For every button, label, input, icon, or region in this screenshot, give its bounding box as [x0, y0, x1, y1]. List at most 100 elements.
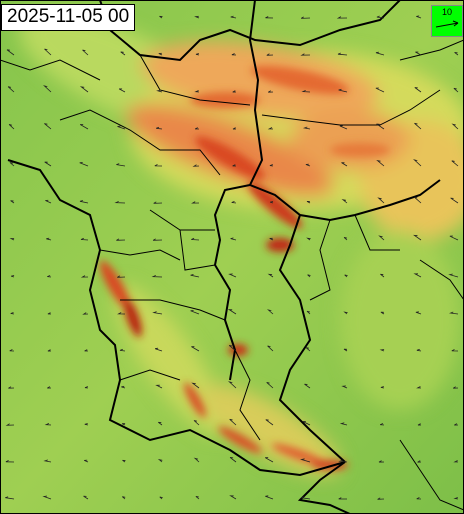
wind-arrow: [379, 349, 385, 352]
wind-arrow: [156, 89, 163, 93]
wind-arrow: [118, 88, 126, 93]
wind-arrow: [336, 16, 348, 19]
wind-arrow: [47, 275, 52, 278]
scale-box: 10: [431, 5, 463, 37]
wind-arrow: [79, 86, 89, 93]
wind-arrow: [154, 347, 163, 352]
wind-arrow: [5, 423, 15, 426]
wind-arrow: [47, 312, 51, 315]
wind-arrow: [306, 201, 311, 204]
wind-arrow: [9, 349, 15, 352]
wind-arrow: [339, 422, 348, 426]
wind-arrow: [414, 122, 422, 130]
wind-arrow: [300, 496, 311, 500]
wind-arrow: [416, 15, 422, 19]
wind-arrow: [414, 87, 422, 93]
wind-arrow: [451, 160, 459, 167]
wind-arrow: [229, 457, 237, 463]
wind-arrow: [193, 457, 200, 463]
wind-arrow: [413, 234, 422, 241]
wind-arrow: [229, 418, 237, 426]
wind-arrow: [344, 274, 348, 278]
wind-arrow: [343, 237, 348, 241]
wind-arrow: [343, 311, 348, 315]
wind-arrow: [8, 124, 15, 130]
wind-arrow: [302, 126, 311, 130]
wind-arrow: [121, 385, 126, 389]
wind-arrow: [300, 53, 311, 56]
wind-arrow: [265, 495, 274, 500]
wind-arrow: [230, 15, 237, 19]
wind-arrow: [44, 123, 52, 130]
wind-arrow: [376, 160, 385, 167]
wind-arrow: [377, 497, 385, 500]
wind-arrow: [265, 419, 274, 426]
wind-arrow: [415, 51, 422, 56]
scale-label: 10: [441, 7, 452, 17]
wind-arrow: [5, 496, 15, 500]
wind-arrow: [47, 349, 52, 352]
wind-arrow: [269, 164, 274, 167]
wind-arrow: [9, 238, 15, 241]
wind-arrow: [338, 459, 348, 463]
wind-arrow: [267, 273, 274, 278]
wind-arrow: [43, 459, 52, 463]
wind-arrow: [122, 496, 126, 500]
wind-arrow: [454, 423, 459, 426]
wind-arrow: [378, 460, 385, 463]
wind-arrow: [80, 237, 89, 241]
wind-arrow: [116, 163, 126, 167]
wind-arrow: [84, 423, 89, 426]
wind-arrow: [341, 199, 348, 204]
wind-arrow: [114, 200, 126, 204]
wind-arrow: [231, 53, 237, 56]
wind-arrow: [117, 312, 126, 315]
wind-arrow: [228, 273, 237, 278]
wind-arrow: [82, 49, 89, 56]
wind-arrow: [152, 311, 163, 315]
wind-arrow: [266, 382, 274, 389]
wind-arrow: [448, 273, 459, 278]
wind-arrow: [42, 495, 52, 500]
wind-arrow: [451, 349, 459, 352]
wind-arrow: [377, 197, 385, 204]
wind-arrow: [80, 124, 89, 130]
wind-arrow: [453, 87, 459, 93]
wind-arrow: [47, 386, 52, 389]
wind-arrow: [453, 460, 459, 463]
wind-arrow: [9, 162, 15, 167]
wind-arrow: [343, 348, 348, 352]
wind-arrow: [158, 421, 163, 426]
wind-arrow: [417, 460, 422, 463]
wind-arrow: [266, 309, 274, 315]
wind-arrow: [380, 386, 385, 389]
wind-arrow: [80, 275, 89, 278]
wind-arrow: [337, 52, 348, 56]
wind-arrow: [194, 15, 200, 19]
wind-arrow: [117, 125, 126, 130]
wind-arrow: [154, 164, 163, 167]
wind-arrow: [307, 274, 311, 278]
wind-arrow: [450, 197, 459, 204]
wind-arrow: [302, 421, 311, 426]
wind-arrow: [266, 53, 274, 56]
wind-arrow: [192, 164, 200, 167]
wind-arrow: [301, 89, 311, 93]
wind-arrow: [305, 347, 311, 352]
wind-arrow: [227, 309, 237, 315]
wind-arrow: [82, 312, 89, 315]
wind-arrow: [306, 310, 311, 315]
wind-arrow: [44, 48, 52, 56]
wind-arrow: [155, 384, 163, 389]
wind-arrow: [190, 274, 200, 278]
wind-arrow: [380, 311, 385, 315]
wind-arrow: [156, 126, 163, 130]
wind-arrow: [10, 275, 15, 278]
wind-arrow: [116, 238, 126, 241]
wind-arrow: [7, 86, 15, 93]
wind-arrow: [412, 159, 422, 167]
wind-arrow: [416, 348, 422, 352]
wind-arrow: [454, 52, 459, 56]
